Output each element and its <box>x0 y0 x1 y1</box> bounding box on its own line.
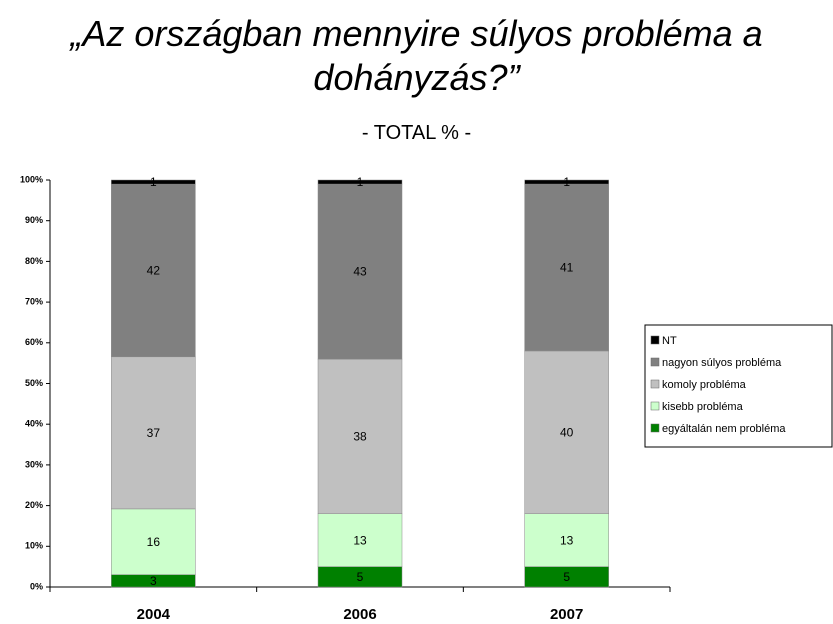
data-label: 13 <box>560 533 574 547</box>
legend-label: nagyon súlyos probléma <box>662 357 782 369</box>
data-label: 1 <box>563 175 570 189</box>
chart-title: „Az országban mennyire súlyos probléma a… <box>70 13 763 98</box>
bar-segment <box>111 356 196 510</box>
bar-segment <box>111 183 196 358</box>
legend-swatch <box>650 423 660 433</box>
y-tick-label: 70% <box>25 296 43 306</box>
chart-subtitle: - TOTAL % - <box>361 122 472 144</box>
y-tick-label: 80% <box>25 256 43 266</box>
y-tick-label: 10% <box>25 541 43 551</box>
y-tick-label: 40% <box>25 419 43 429</box>
legend-swatch <box>650 335 660 345</box>
y-tick-label: 0% <box>30 581 43 591</box>
data-label: 41 <box>560 261 574 275</box>
data-label: 37 <box>147 426 161 440</box>
bar-segment <box>317 183 403 360</box>
data-label: 5 <box>563 570 570 584</box>
bar-segment <box>524 513 609 567</box>
legend-swatch <box>650 357 660 367</box>
legend-swatch <box>650 401 660 411</box>
data-label: 42 <box>147 264 161 278</box>
bar-segment <box>524 350 609 514</box>
data-label: 16 <box>147 535 161 549</box>
data-label: 1 <box>357 175 364 189</box>
bar-segment <box>317 358 403 514</box>
data-label: 5 <box>357 570 364 584</box>
bar-segment <box>111 508 196 575</box>
data-label: 43 <box>353 265 367 279</box>
legend-swatch <box>650 379 660 389</box>
x-tick-label: 2007 <box>550 606 583 623</box>
y-tick-label: 90% <box>25 215 43 225</box>
data-label: 13 <box>353 533 367 547</box>
y-tick-label: 20% <box>25 500 43 510</box>
x-tick-label: 2004 <box>137 606 171 623</box>
bar-segment <box>111 179 196 185</box>
x-tick-label: 2006 <box>343 606 376 623</box>
bar-segment <box>317 513 403 567</box>
legend-label: komoly probléma <box>662 379 747 391</box>
legend-box <box>644 324 833 448</box>
bar-segment <box>524 179 609 185</box>
y-tick-label: 100% <box>20 174 43 184</box>
data-label: 3 <box>150 574 157 588</box>
bar-segment <box>317 179 403 185</box>
legend-label: egyáltalán nem probléma <box>662 423 786 435</box>
data-label: 1 <box>150 175 157 189</box>
legend-label: NT <box>662 335 677 347</box>
legend-label: kisebb probléma <box>662 401 744 413</box>
y-tick-label: 60% <box>25 337 43 347</box>
data-label: 38 <box>353 430 367 444</box>
data-label: 40 <box>560 426 574 440</box>
y-tick-label: 50% <box>25 378 43 388</box>
y-tick-label: 30% <box>25 459 43 469</box>
bar-segment <box>524 183 609 352</box>
